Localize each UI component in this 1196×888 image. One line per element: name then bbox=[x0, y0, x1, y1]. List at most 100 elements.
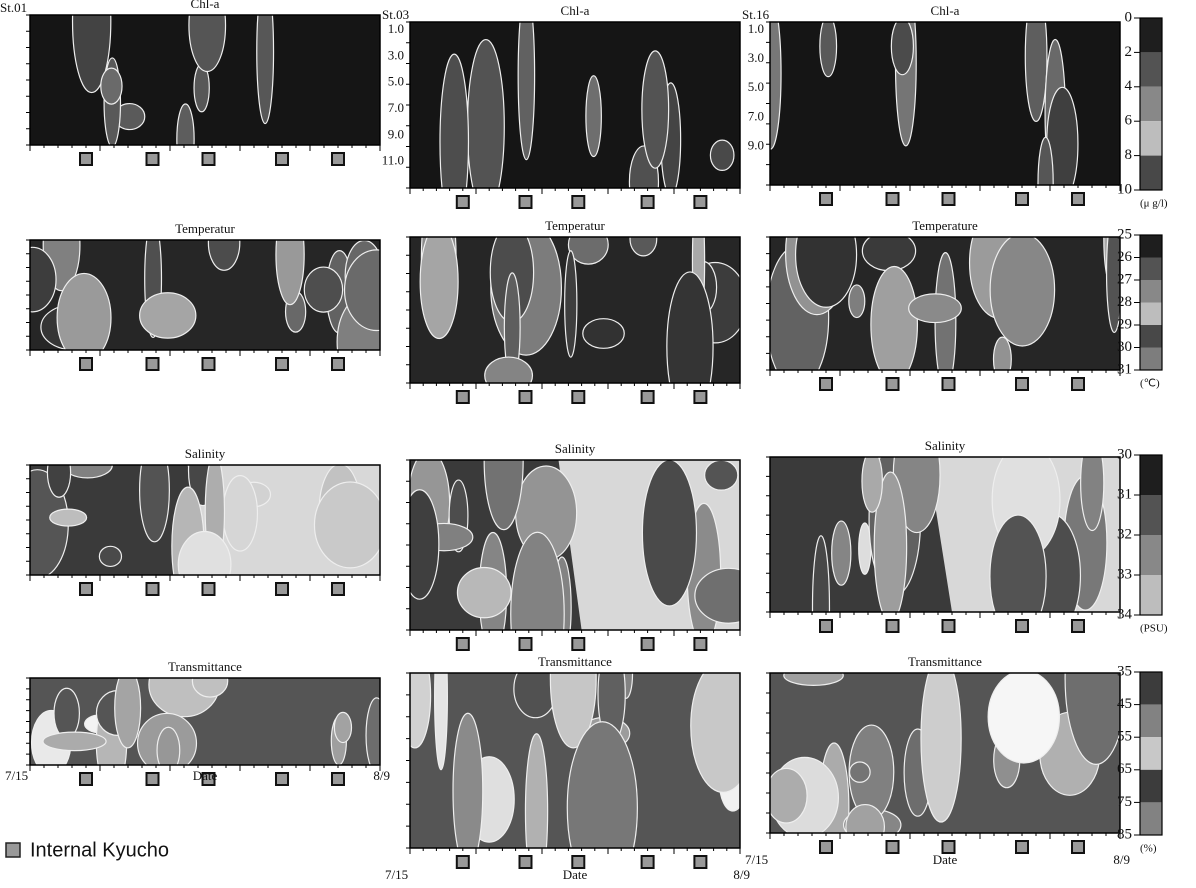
contour-blob bbox=[257, 0, 274, 124]
colorbar-label: 25 bbox=[1117, 226, 1132, 242]
kyucho-marker bbox=[694, 391, 706, 403]
kyucho-marker bbox=[80, 773, 92, 785]
kyucho-marker bbox=[642, 196, 654, 208]
colorbar-label: 33 bbox=[1117, 566, 1132, 582]
kyucho-marker bbox=[642, 856, 654, 868]
contour-blob bbox=[921, 655, 961, 822]
colorbar-unit: (℃) bbox=[1140, 378, 1160, 390]
contour-blob bbox=[54, 688, 79, 738]
date-end: 8/9 bbox=[373, 768, 390, 783]
contour-blob bbox=[115, 668, 141, 748]
kyucho-marker bbox=[520, 638, 532, 650]
date-start: 7/15 bbox=[5, 768, 28, 783]
colorbar-cell bbox=[1140, 575, 1162, 615]
kyucho-marker bbox=[820, 193, 832, 205]
kyucho-marker bbox=[80, 153, 92, 165]
contour-blob bbox=[1025, 0, 1047, 121]
kyucho-marker bbox=[276, 358, 288, 370]
panel-title: Transmittance bbox=[908, 654, 982, 669]
kyucho-marker bbox=[887, 841, 899, 853]
contour-blob bbox=[642, 460, 696, 606]
colorbar-label: 30 bbox=[1117, 339, 1132, 355]
kyucho-marker bbox=[520, 196, 532, 208]
figure: Internal Kyucho St.01 Chl-a Temperatur Sali… bbox=[0, 0, 1196, 888]
kyucho-marker bbox=[1016, 841, 1028, 853]
contour-blob bbox=[140, 293, 196, 338]
colorbar-cell bbox=[1140, 802, 1162, 835]
colorbar-cell bbox=[1140, 348, 1162, 371]
date-end: 8/9 bbox=[733, 867, 750, 882]
kyucho-marker bbox=[820, 378, 832, 390]
contour-blob bbox=[314, 482, 385, 568]
depth-label: 11.0 bbox=[382, 153, 404, 168]
contour-blob bbox=[511, 532, 564, 695]
colorbar-label: 27 bbox=[1117, 271, 1133, 287]
contour-blob bbox=[583, 319, 624, 349]
contour-blob bbox=[50, 509, 87, 526]
depth-label: 5.0 bbox=[388, 74, 404, 89]
kyucho-marker bbox=[694, 856, 706, 868]
panel-title: Chl-a bbox=[561, 3, 590, 18]
colorbar-unit: (μ g/l) bbox=[1140, 198, 1168, 210]
kyucho-marker bbox=[887, 620, 899, 632]
contour-blob bbox=[101, 68, 122, 104]
panel-title: Temperatur bbox=[175, 221, 235, 236]
legend-label: Internal Kyucho bbox=[30, 839, 169, 861]
depth-label: 9.0 bbox=[748, 137, 764, 152]
contour-blob bbox=[420, 225, 458, 339]
panel-title: Chl-a bbox=[191, 0, 220, 11]
contour-blob bbox=[435, 623, 448, 770]
contour-blob bbox=[909, 294, 962, 323]
panel-title: Transmittance bbox=[168, 659, 242, 674]
kyucho-marker bbox=[457, 391, 469, 403]
date-label: Date bbox=[193, 768, 218, 783]
kyucho-marker bbox=[457, 856, 469, 868]
kyucho-marker bbox=[572, 391, 584, 403]
contour-blob bbox=[710, 140, 734, 170]
contour-blob bbox=[796, 202, 857, 307]
contour-blob bbox=[784, 665, 843, 685]
panel-title: Temperatur bbox=[545, 218, 605, 233]
contour-blob bbox=[820, 16, 837, 77]
date-end: 8/9 bbox=[1113, 852, 1130, 867]
contour-blob bbox=[832, 521, 851, 585]
kyucho-marker bbox=[332, 358, 344, 370]
contour-blob bbox=[988, 671, 1059, 763]
legend-swatch bbox=[6, 843, 20, 857]
contour-blob bbox=[1038, 137, 1053, 229]
contour-blob bbox=[304, 267, 342, 312]
colorbar-label: 75 bbox=[1117, 794, 1132, 810]
panel-title: Salinity bbox=[925, 438, 966, 453]
colorbar-unit: (PSU) bbox=[1140, 623, 1168, 635]
panel-title: Temperature bbox=[912, 218, 978, 233]
colorbar-label: 45 bbox=[1117, 696, 1132, 712]
contour-blob bbox=[1081, 435, 1104, 530]
colorbar-cell bbox=[1140, 87, 1162, 121]
kyucho-marker bbox=[203, 358, 215, 370]
kyucho-marker bbox=[694, 196, 706, 208]
colorbar-cell bbox=[1140, 535, 1162, 575]
kyucho-marker bbox=[457, 638, 469, 650]
kyucho-marker bbox=[642, 391, 654, 403]
colorbar-label: 10 bbox=[1117, 181, 1132, 197]
colorbar-label: 55 bbox=[1117, 729, 1132, 745]
kyucho-marker bbox=[203, 583, 215, 595]
colorbar-label: 31 bbox=[1117, 361, 1132, 377]
contour-panel bbox=[765, 592, 1127, 871]
panel-title: Salinity bbox=[185, 446, 226, 461]
kyucho-marker bbox=[457, 196, 469, 208]
kyucho-marker bbox=[80, 583, 92, 595]
station-label: St.01 bbox=[0, 0, 27, 15]
kyucho-marker bbox=[887, 378, 899, 390]
colorbar-cell bbox=[1140, 121, 1162, 155]
colorbar-unit: (%) bbox=[1140, 843, 1157, 855]
date-label: Date bbox=[563, 867, 588, 882]
colorbar-cell bbox=[1140, 280, 1162, 303]
contour-blob bbox=[140, 439, 170, 542]
depth-label: 3.0 bbox=[388, 47, 404, 62]
colorbar-cell bbox=[1140, 325, 1162, 348]
depth-label: 9.0 bbox=[388, 126, 404, 141]
colorbar-cell bbox=[1140, 18, 1162, 52]
contour-blob bbox=[518, 0, 534, 160]
contour-blob bbox=[846, 805, 885, 849]
